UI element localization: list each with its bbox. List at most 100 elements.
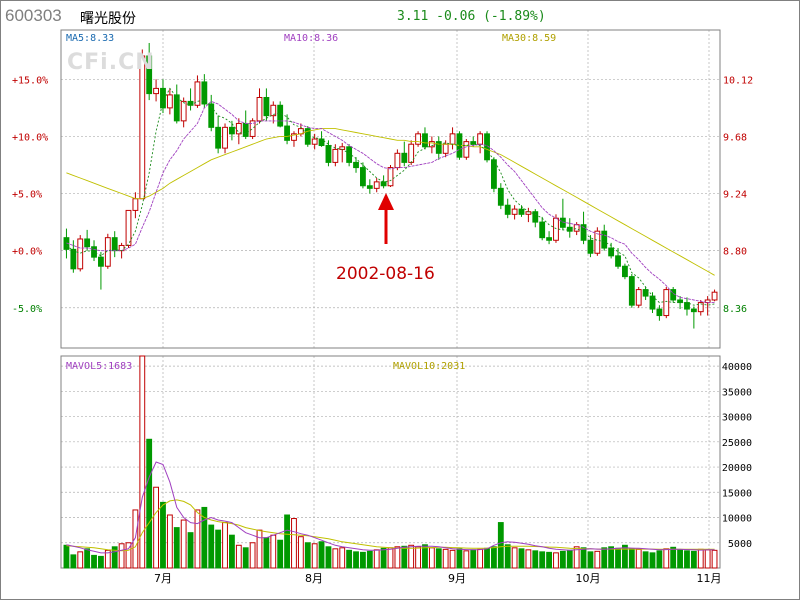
candle [146,42,153,101]
volume-bar [380,547,387,569]
candle-body [249,120,256,137]
candle [697,299,704,316]
volume-bar [594,550,601,569]
candle [194,75,201,108]
volume-bar [628,548,635,569]
volume-bar [690,550,697,569]
candle [291,131,297,147]
volume-bar [697,548,704,569]
candle-body [470,141,477,145]
volume-bar-series [63,355,718,569]
candle-body [491,159,497,189]
volume-bar [394,546,401,569]
volume-bar [518,548,525,569]
candle-body [263,96,270,117]
candlestick-series [63,42,718,329]
candle [263,88,270,121]
candle [539,216,546,241]
candle-body [677,299,683,304]
candle [325,140,332,167]
candle-body [615,255,621,267]
volume-bar [532,550,539,569]
candle-body [553,217,559,241]
candle-body [642,289,649,297]
volume-bar [118,543,125,569]
candle [187,88,194,111]
candle [235,118,242,145]
volume-bar [160,501,166,569]
candle [428,136,435,154]
volume-bar [332,548,339,569]
candle-body [284,125,290,141]
volume-bar [104,549,111,569]
candle-body [415,133,421,145]
percent-tick-label: +5.0% [12,190,42,201]
volume-bar [208,524,215,569]
candle-body [360,167,366,187]
volume-bar [449,549,456,569]
candle-body [649,295,656,310]
candle-body [353,161,359,169]
volume-bar [297,536,304,569]
volume-bar [242,547,249,569]
candle [690,306,697,329]
mavol5-line [66,461,715,554]
volume-tick-label: 15000 [722,488,752,499]
candle-body [511,208,518,215]
volume-bar [70,554,77,569]
volume-bar [442,548,449,569]
candle-body [222,126,228,149]
candle-body [325,145,332,163]
volume-bar [222,522,228,569]
volume-bar [463,550,470,569]
candle-body [235,122,242,135]
volume-bar [684,550,690,569]
volume-bar [373,549,380,569]
candle-body [139,55,146,200]
candle-body [270,104,277,117]
candle [615,248,621,269]
volume-bar [353,551,359,569]
volume-bar [263,537,270,569]
mavol5-legend: MAVOL5:1683 [66,361,133,372]
ma30-legend: MA30:8.59 [502,33,557,44]
candle-body [546,237,552,241]
volume-bar [649,552,656,569]
volume-bar [346,549,353,569]
candle-body [428,141,435,148]
annotation-date: 2002-08-16 [336,264,435,284]
candle [580,211,587,245]
candle-body [256,96,263,122]
candle-body [422,133,428,148]
volume-bar [125,542,132,569]
volume-bar [615,547,621,569]
candle-body [711,291,718,301]
volume-bar [677,549,683,569]
volume-axis-labels: 40000 35000 30000 25000 20000 15000 10000 5000 [722,362,752,550]
candle [91,240,97,262]
candle-body [277,104,284,127]
candle [153,79,159,102]
volume-tick-label: 40000 [722,362,752,373]
percent-tick-label: +15.0% [12,75,48,86]
volume-bar [311,543,318,569]
ma10-legend: MA10:8.36 [284,33,339,44]
volume-bar [229,534,235,569]
candle-body [125,209,132,246]
volume-bar [98,555,104,569]
price-grid [61,30,720,348]
price-quote: 3.11 -0.06 (-1.89%) [397,9,546,24]
volume-tick-label: 35000 [722,387,752,398]
ma5-line [66,87,715,306]
month-axis-labels: 7月 8月 9月 10月 11月 [154,572,722,585]
candle [353,157,359,173]
candle-body [346,146,353,163]
candle [532,209,539,228]
volume-bar [546,551,552,569]
candle [125,209,132,249]
candle [70,240,77,273]
candle [559,198,566,230]
percent-axis-labels: +15.0% +10.0% +5.0% +0.0% -5.0% [12,75,48,314]
candle [422,127,428,150]
candle-body [366,185,373,189]
